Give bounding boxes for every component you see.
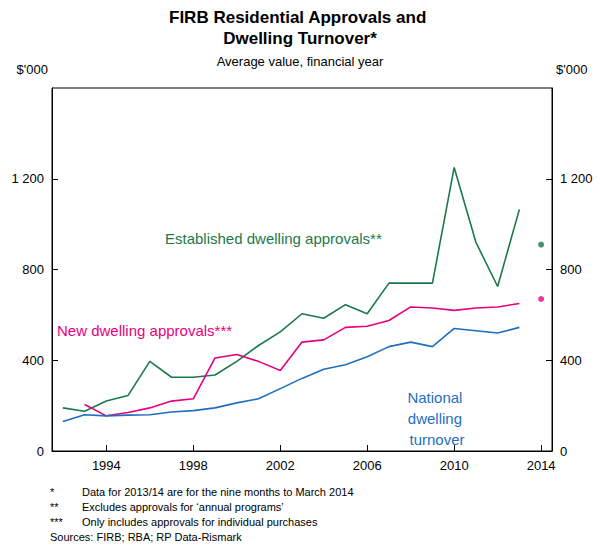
svg-text:New dwelling approvals***: New dwelling approvals***	[57, 322, 232, 339]
svg-text:2006: 2006	[353, 458, 382, 473]
svg-text:Established dwelling approvals: Established dwelling approvals**	[165, 230, 382, 247]
svg-text:$'000: $'000	[17, 62, 48, 77]
svg-text:dwelling: dwelling	[408, 410, 466, 427]
svg-text:400: 400	[22, 353, 44, 368]
svg-text:400: 400	[560, 353, 582, 368]
svg-text:2002: 2002	[266, 458, 295, 473]
svg-text:Average value, financial year: Average value, financial year	[217, 54, 384, 69]
svg-text:turnover: turnover	[409, 431, 464, 448]
svg-text:1998: 1998	[179, 458, 208, 473]
svg-text:FIRB Residential Approvals and: FIRB Residential Approvals and	[169, 8, 431, 27]
svg-text:2010: 2010	[440, 458, 469, 473]
svg-text:**: **	[50, 501, 59, 513]
svg-text:Dwelling Turnover*: Dwelling Turnover*	[223, 29, 377, 48]
svg-text:Sources: FIRB; RBA; RP Data-Ri: Sources: FIRB; RBA; RP Data-Rismark	[50, 531, 242, 543]
svg-text:1 200: 1 200	[560, 171, 593, 186]
svg-text:$'000: $'000	[556, 62, 587, 77]
svg-text:Only includes approvals for in: Only includes approvals for individual p…	[82, 516, 318, 528]
svg-text:Excludes approvals for ‘annual: Excludes approvals for ‘annual programs’	[82, 501, 284, 513]
svg-text:1 200: 1 200	[11, 171, 44, 186]
svg-text:800: 800	[22, 262, 44, 277]
svg-text:Data for 2013/14 are for the n: Data for 2013/14 are for the nine months…	[82, 486, 354, 498]
svg-text:*: *	[50, 486, 55, 498]
svg-text:0: 0	[560, 444, 567, 459]
svg-text:2014: 2014	[527, 458, 556, 473]
svg-text:National: National	[407, 389, 466, 406]
svg-text:1994: 1994	[92, 458, 121, 473]
svg-text:800: 800	[560, 262, 582, 277]
svg-text:0: 0	[37, 444, 44, 459]
svg-text:***: ***	[50, 516, 64, 528]
